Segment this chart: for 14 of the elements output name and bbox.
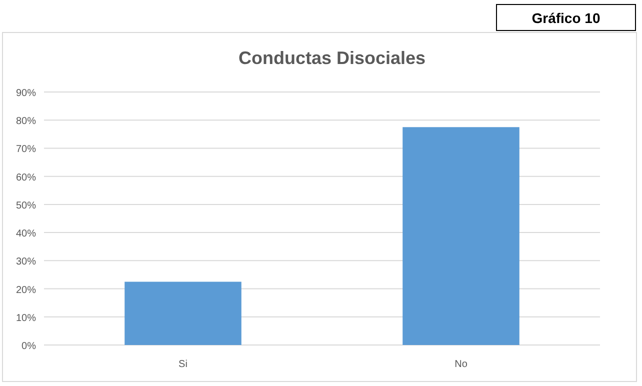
y-tick-label: 90% — [16, 88, 36, 99]
y-tick-label: 0% — [22, 341, 36, 352]
x-tick-label: No — [454, 359, 468, 370]
y-tick-label: 30% — [16, 256, 36, 268]
chart-title: Conductas Disociales — [238, 48, 426, 68]
y-tick-label: 40% — [16, 228, 36, 240]
y-tick-label: 50% — [16, 200, 36, 212]
y-tick-label: 70% — [16, 144, 36, 156]
y-tick-label: 10% — [16, 312, 36, 324]
y-tick-label: 80% — [16, 116, 36, 128]
y-tick-label: 20% — [16, 284, 36, 296]
y-tick-label: 60% — [16, 172, 36, 184]
x-tick-label: Si — [178, 359, 188, 370]
text: Gráfico 10 — [532, 10, 600, 26]
